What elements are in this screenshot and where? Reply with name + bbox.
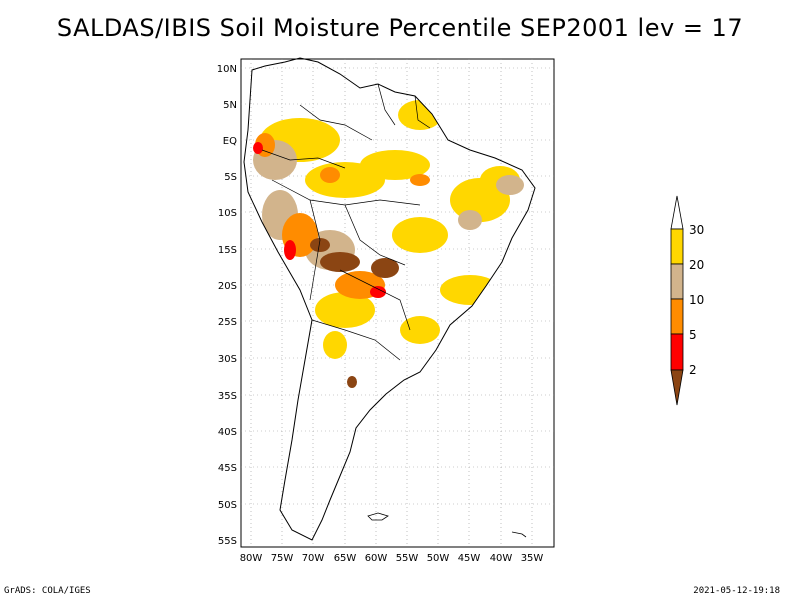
lat-label-10s: 10S	[218, 208, 237, 219]
colorbar-band-5-10	[670, 298, 684, 335]
lon-label-70w: 70W	[302, 553, 325, 564]
lat-axis: 10N 5N EQ 5S 10S 15S 20S 25S 30S 35S 40S…	[217, 64, 237, 547]
footer-credit: GrADS: COLA/IGES	[4, 586, 91, 596]
lon-label-35w: 35W	[521, 553, 544, 564]
colorbar	[670, 195, 684, 406]
lat-label-15s: 15S	[218, 245, 237, 256]
lon-label-65w: 65W	[334, 553, 357, 564]
lon-label-80w: 80W	[240, 553, 263, 564]
colorbar-label-20: 20	[689, 258, 704, 272]
falkland-islands	[367, 512, 389, 521]
footer-timestamp: 2021-05-12-19:18	[693, 586, 780, 596]
lat-label-45s: 45S	[218, 463, 237, 474]
colorbar-label-30: 30	[689, 223, 704, 237]
lat-label-10n: 10N	[217, 64, 237, 75]
colorbar-band-10-20	[670, 263, 684, 300]
lon-label-60w: 60W	[365, 553, 388, 564]
colorbar-label-2: 2	[689, 363, 697, 377]
lat-label-25s: 25S	[218, 317, 237, 328]
map-title: SALDAS/IBIS Soil Moisture Percentile SEP…	[56, 14, 744, 42]
lat-label-5s: 5S	[224, 172, 237, 183]
lat-label-35s: 35S	[218, 391, 237, 402]
moisture-field	[253, 100, 524, 388]
lon-label-55w: 55W	[396, 553, 419, 564]
colorbar-label-10: 10	[689, 293, 704, 307]
lat-label-20s: 20S	[218, 281, 237, 292]
colorbar-labels: 2 5 10 20 30	[689, 223, 704, 377]
colorbar-bottom-arrow	[670, 369, 684, 406]
lat-label-50s: 50S	[218, 500, 237, 511]
lon-axis: 80W 75W 70W 65W 60W 55W 50W 45W 40W 35W	[240, 553, 544, 564]
lat-label-55s: 55S	[218, 536, 237, 547]
south-georgia	[511, 531, 527, 538]
colorbar-top-arrow	[670, 195, 684, 230]
lat-label-5n: 5N	[223, 100, 237, 111]
country-borders	[261, 83, 431, 361]
lat-label-30s: 30S	[218, 354, 237, 365]
continent-outline	[243, 57, 536, 541]
lat-label-40s: 40S	[218, 427, 237, 438]
lon-label-50w: 50W	[427, 553, 450, 564]
colorbar-band-2-5	[670, 333, 684, 371]
colorbar-band-20-30	[670, 228, 684, 265]
lon-label-40w: 40W	[490, 553, 513, 564]
colorbar-label-5: 5	[689, 328, 697, 342]
lat-label-eq: EQ	[223, 136, 237, 147]
lon-label-75w: 75W	[271, 553, 294, 564]
lon-label-45w: 45W	[458, 553, 481, 564]
